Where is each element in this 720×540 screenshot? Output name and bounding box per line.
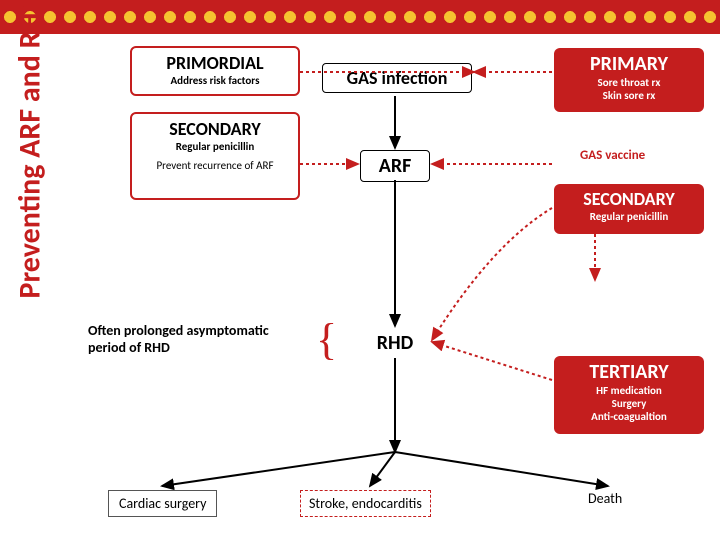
page-title: Preventing ARF and RHD [12, 0, 49, 299]
primordial-sub: Address risk factors [138, 74, 292, 87]
stroke-endocarditis-box: Stroke, endocarditis [300, 490, 431, 517]
gas-vaccine-label: GAS vaccine [580, 148, 645, 163]
rhd-node: RHD [360, 328, 430, 358]
secondary-left-box: SECONDARY Regular penicillin Prevent rec… [130, 112, 300, 200]
primary-sub2: Skin sore rx [560, 89, 698, 102]
decorative-top-border [0, 0, 720, 34]
brace-icon: { [316, 318, 337, 362]
secondary-left-sub1: Regular penicillin [138, 140, 292, 153]
prolonged-period-label: Often prolonged asymptomatic period of R… [88, 322, 308, 356]
primordial-title: PRIMORDIAL [138, 52, 292, 74]
tertiary-title: TERTIARY [560, 360, 698, 384]
tertiary-box: TERTIARY HF medication Surgery Anti-coag… [554, 356, 704, 434]
secondary-right-box: SECONDARY Regular penicillin [554, 184, 704, 234]
gas-infection-node: GAS infection [322, 63, 472, 93]
primary-box: PRIMARY Sore throat rx Skin sore rx [554, 48, 704, 112]
secondary-right-sub: Regular penicillin [560, 210, 698, 223]
arf-node: ARF [360, 150, 430, 182]
secondary-right-title: SECONDARY [560, 188, 698, 210]
tertiary-sub3: Anti-coagualtion [560, 410, 698, 423]
secondary-left-sub2: Prevent recurrence of ARF [138, 159, 292, 172]
primordial-box: PRIMORDIAL Address risk factors [130, 46, 300, 96]
primary-sub1: Sore throat rx [560, 76, 698, 89]
tertiary-sub1: HF medication [560, 384, 698, 397]
cardiac-surgery-box: Cardiac surgery [108, 490, 217, 517]
death-label: Death [588, 490, 622, 507]
secondary-left-title: SECONDARY [138, 118, 292, 140]
primary-title: PRIMARY [560, 52, 698, 76]
tertiary-sub2: Surgery [560, 397, 698, 410]
